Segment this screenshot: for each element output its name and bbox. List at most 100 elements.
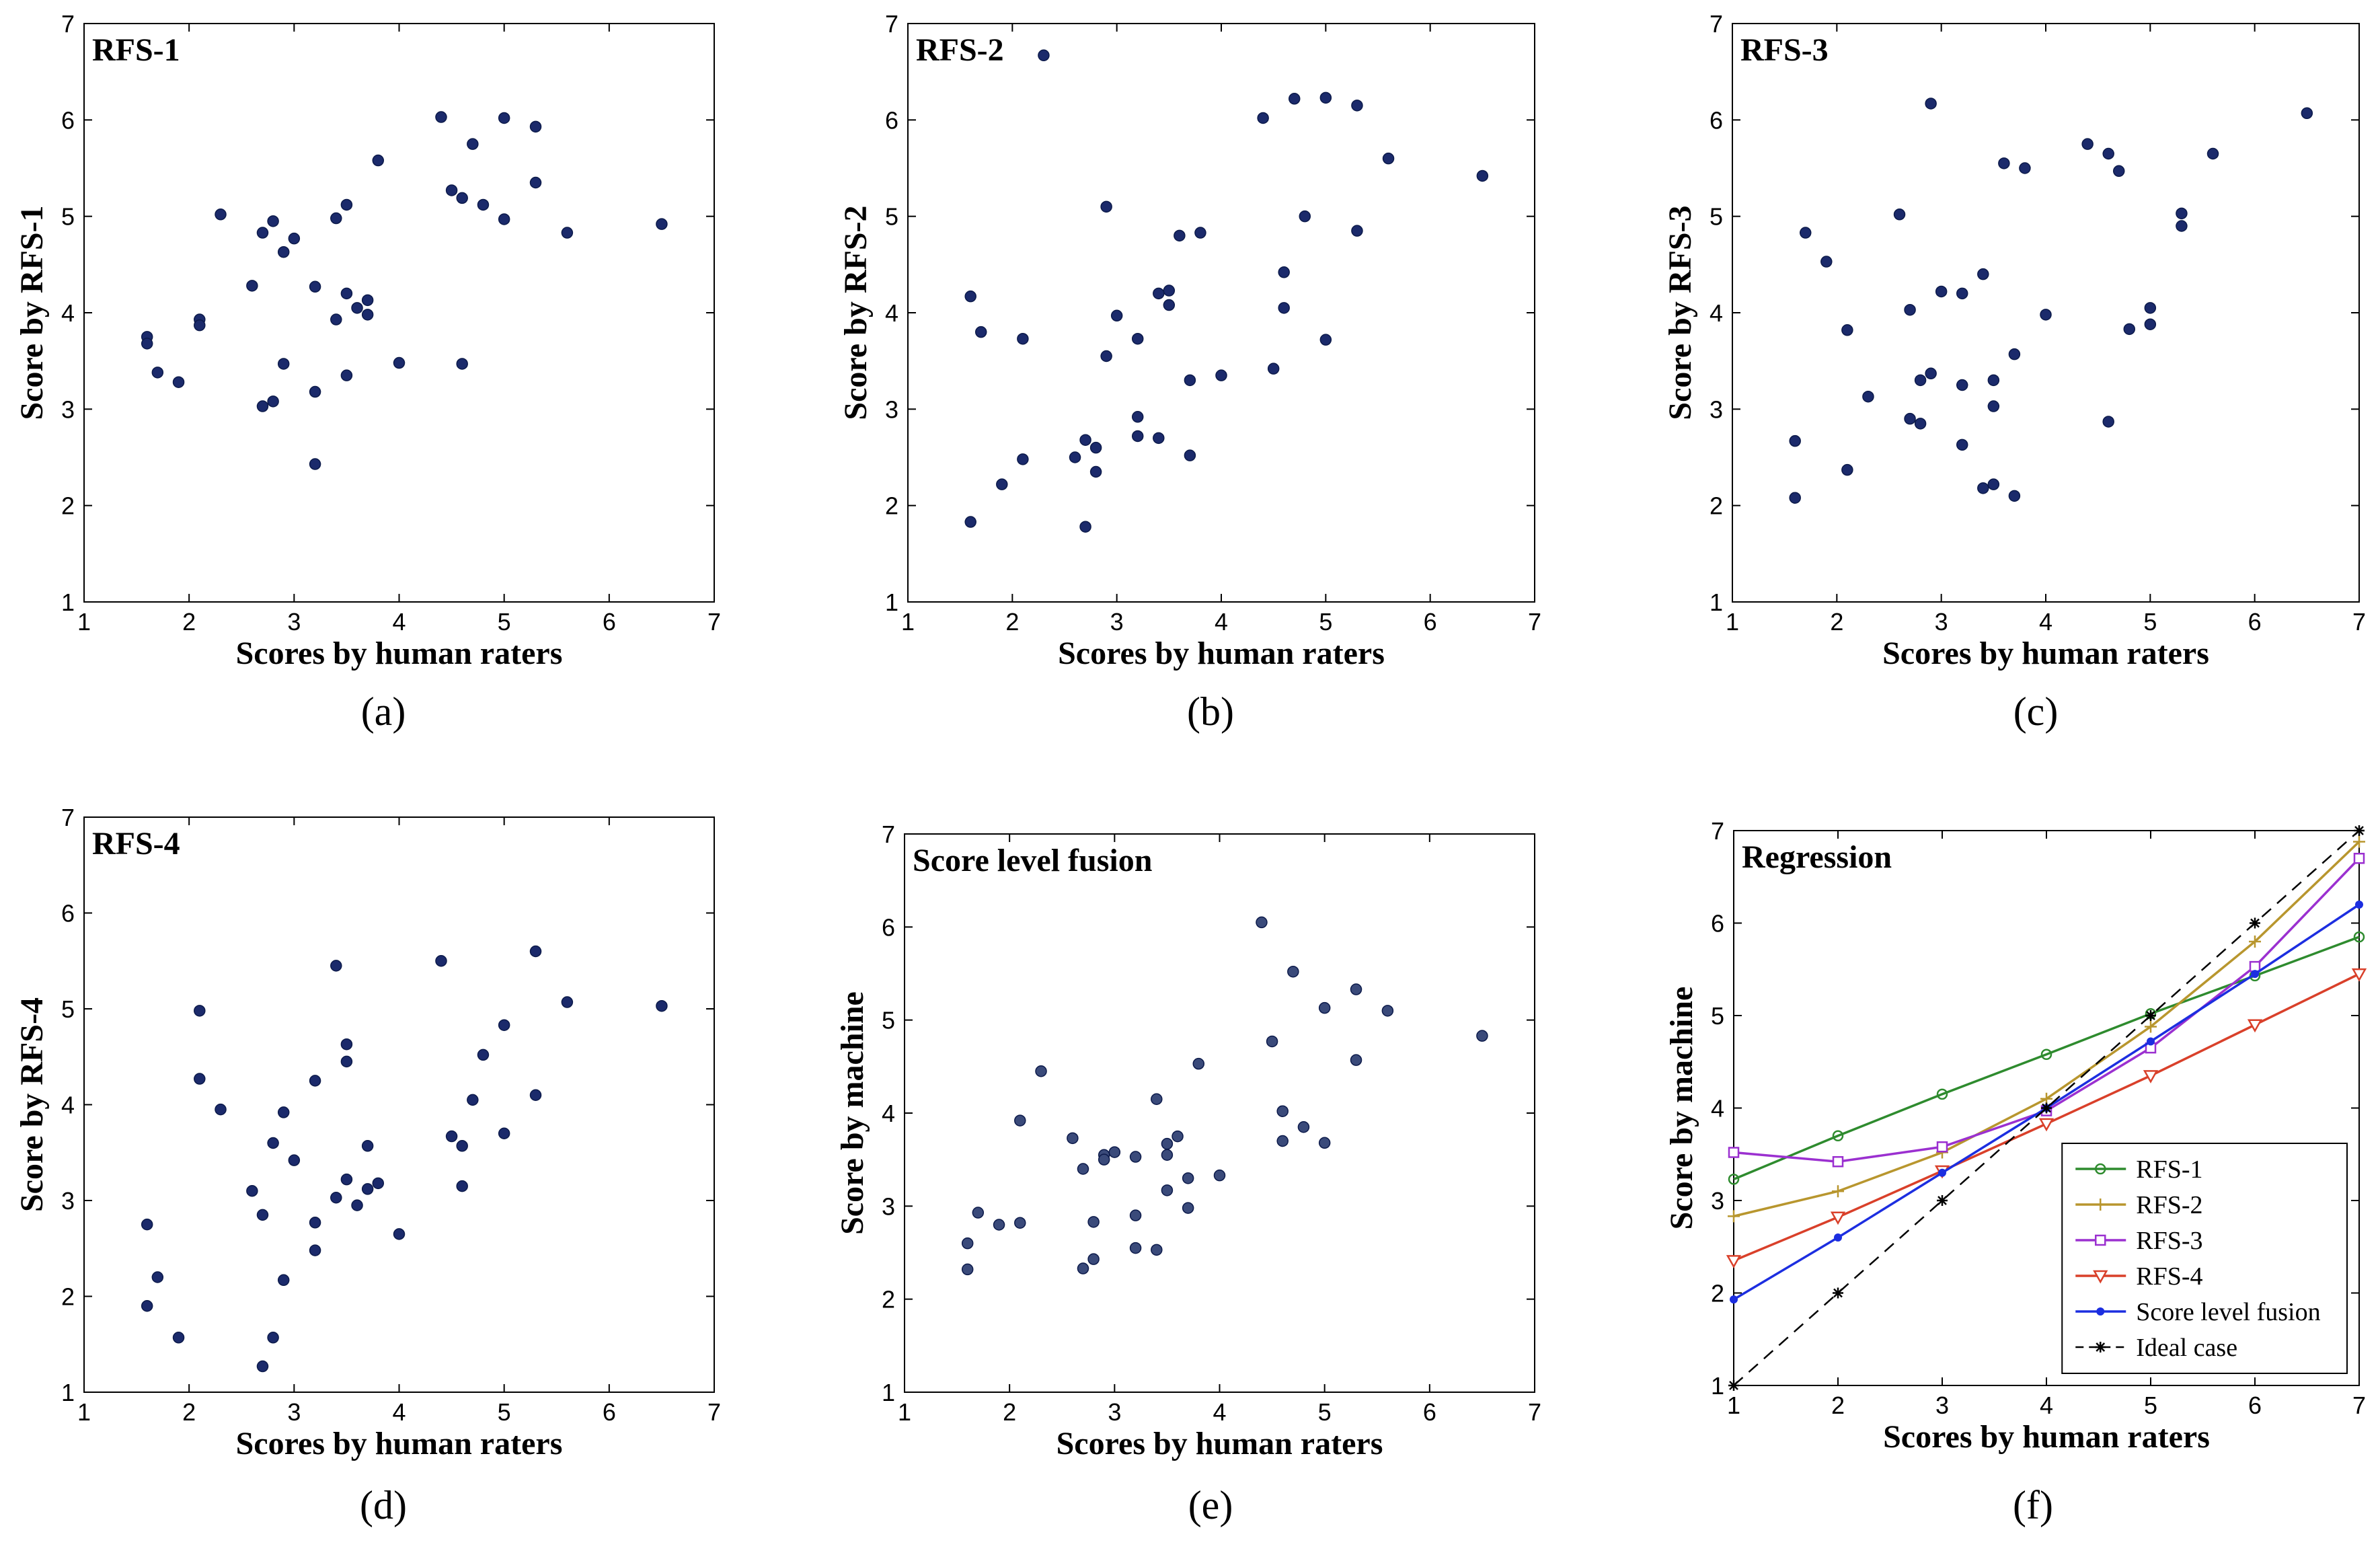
- data-point: [194, 1005, 206, 1017]
- data-point: [498, 213, 510, 225]
- y-tick-label: 3: [885, 395, 898, 423]
- data-point: [1129, 1209, 1142, 1221]
- data-point: [351, 302, 363, 314]
- data-point: [277, 245, 290, 258]
- legend-label: RFS-3: [2136, 1227, 2202, 1255]
- data-point: [2176, 220, 2188, 232]
- x-tick-label: 1: [77, 1398, 91, 1426]
- y-tick-label: 3: [1711, 1187, 1724, 1215]
- marker-square: [2095, 1234, 2106, 1246]
- y-tick-label: 1: [882, 1379, 895, 1406]
- marker-star: [2250, 917, 2260, 929]
- marker-dot: [2147, 1037, 2155, 1046]
- legend: [2061, 1143, 2348, 1374]
- y-tick-label: 1: [61, 1379, 75, 1406]
- data-point: [1172, 1130, 1184, 1143]
- data-point: [1351, 100, 1363, 112]
- data-point: [1257, 112, 1269, 124]
- marker-dot: [2355, 901, 2363, 909]
- data-point: [2081, 138, 2094, 150]
- data-point: [277, 1106, 290, 1118]
- data-point: [1318, 1001, 1331, 1014]
- y-tick-label: 2: [61, 1283, 75, 1311]
- data-point: [215, 208, 227, 221]
- data-point: [1987, 400, 2000, 412]
- y-tick-label: 2: [882, 1286, 895, 1313]
- data-point: [1318, 1137, 1331, 1149]
- data-point: [1381, 1005, 1394, 1017]
- data-point: [456, 1180, 468, 1192]
- marker-circle: [2095, 1163, 2106, 1175]
- marker-dot: [1834, 1233, 1842, 1242]
- data-point: [1079, 434, 1091, 446]
- marker-square: [1936, 1141, 1948, 1153]
- data-point: [1131, 332, 1144, 345]
- data-point: [561, 996, 574, 1008]
- y-tick-label: 2: [1711, 1280, 1724, 1307]
- data-point: [2008, 348, 2021, 360]
- data-point: [330, 212, 342, 225]
- panel-caption: (e): [1188, 1483, 1233, 1527]
- data-point: [1017, 453, 1029, 465]
- data-point: [1089, 441, 1102, 454]
- data-point: [445, 1130, 458, 1143]
- data-point: [1904, 412, 1916, 425]
- data-point: [456, 192, 468, 204]
- x-tick-label: 5: [498, 608, 511, 636]
- data-point: [361, 1183, 374, 1195]
- data-point: [1098, 1153, 1110, 1166]
- x-tick-label: 7: [2352, 1392, 2366, 1419]
- marker-triangle: [2038, 1118, 2055, 1132]
- x-tick-label: 1: [1726, 608, 1739, 636]
- x-tick-label: 6: [2248, 1392, 2262, 1419]
- data-point: [1194, 227, 1206, 239]
- y-tick-label: 1: [885, 588, 898, 616]
- x-tick-label: 7: [2352, 608, 2366, 636]
- data-point: [309, 1217, 321, 1229]
- y-tick-label: 6: [1710, 106, 1723, 134]
- x-tick-label: 5: [498, 1398, 511, 1426]
- data-point: [1182, 1172, 1194, 1184]
- x-tick-label: 6: [1424, 608, 1437, 636]
- data-point: [1351, 225, 1363, 237]
- marker-plus: [2353, 835, 2365, 848]
- marker-plus: [2249, 936, 2261, 948]
- data-point: [330, 960, 342, 972]
- data-point: [996, 478, 1008, 490]
- y-tick-label: 4: [1711, 1095, 1724, 1122]
- data-point: [1476, 1030, 1488, 1042]
- marker-circle: [1728, 1174, 1740, 1185]
- data-point: [309, 385, 321, 398]
- data-point: [361, 1140, 374, 1152]
- x-tick-label: 5: [1319, 608, 1332, 636]
- marker-square: [2249, 960, 2261, 973]
- data-point: [2206, 147, 2219, 160]
- data-point: [1276, 1105, 1289, 1117]
- x-tick-label: 2: [182, 1398, 196, 1426]
- data-point: [2102, 416, 2114, 428]
- marker-square: [1728, 1147, 1740, 1158]
- data-point: [498, 1019, 510, 1031]
- data-point: [141, 1218, 153, 1231]
- data-point: [267, 1332, 279, 1344]
- y-tick-label: 7: [885, 10, 898, 38]
- data-point: [393, 1228, 406, 1240]
- data-point: [1014, 1114, 1026, 1127]
- marker-star: [2041, 1102, 2052, 1114]
- y-tick-label: 7: [1711, 817, 1724, 845]
- y-axis-label: Score by machine: [835, 991, 870, 1235]
- data-point: [498, 1127, 510, 1139]
- data-point: [435, 955, 447, 967]
- legend-label: RFS-4: [2136, 1262, 2202, 1291]
- y-tick-label: 1: [61, 588, 75, 616]
- data-point: [256, 400, 269, 412]
- data-point: [372, 1177, 385, 1190]
- data-point: [246, 280, 258, 292]
- data-point: [1100, 350, 1112, 363]
- data-point: [1131, 430, 1144, 443]
- data-point: [256, 1360, 269, 1373]
- data-point: [1319, 334, 1332, 346]
- data-point: [372, 154, 385, 167]
- y-tick-label: 5: [1710, 203, 1723, 231]
- data-point: [2301, 107, 2313, 120]
